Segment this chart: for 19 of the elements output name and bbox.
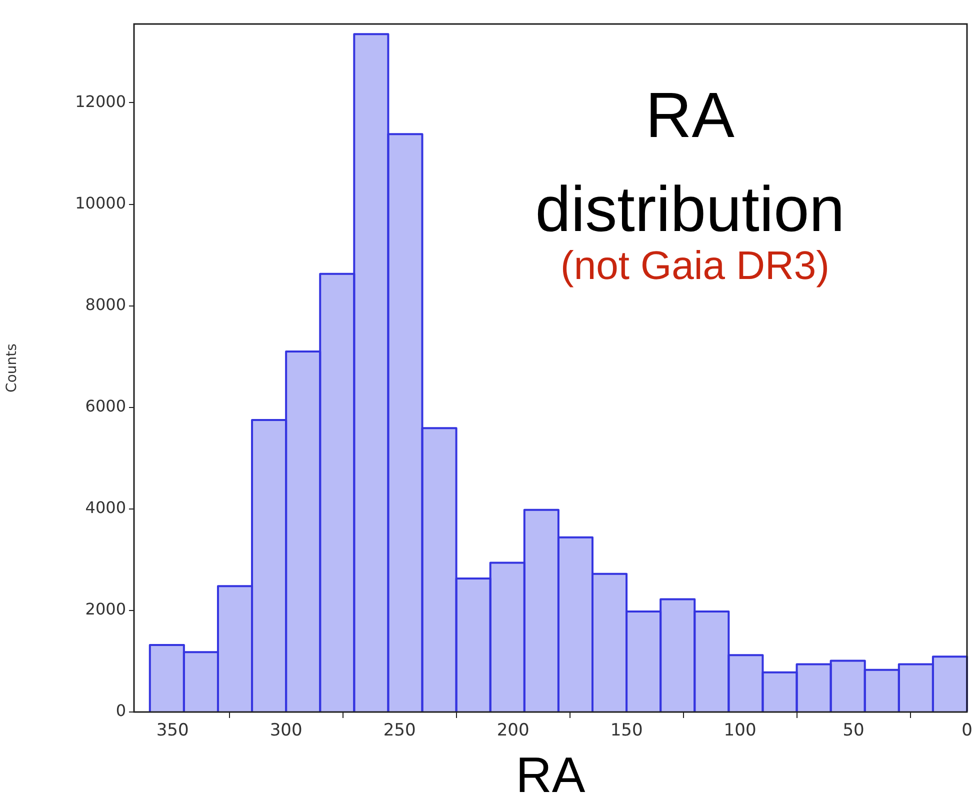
x-tick-label: 100 [724, 720, 756, 741]
x-tick-label: 350 [156, 720, 189, 741]
y-tick-label: 8000 [85, 294, 126, 314]
x-tick-label: 250 [383, 720, 416, 741]
x-tick-label: 200 [496, 720, 530, 741]
y-tick-label: 0 [116, 701, 126, 720]
x-tick-label: 300 [270, 720, 302, 741]
x-tick-label: 50 [842, 720, 864, 741]
y-axis-title: Counts [4, 344, 20, 392]
y-tick-label: 6000 [85, 396, 126, 416]
annotation: (not Gaia DR3) [560, 244, 830, 289]
x-tick-label: 150 [610, 720, 643, 741]
y-tick-label: 10000 [75, 193, 126, 212]
text: RA distribution [534, 78, 846, 247]
y-tick-label: 2000 [85, 600, 126, 619]
x-axis-title: RA [516, 746, 586, 803]
y-tick-label: 12000 [75, 92, 126, 111]
y-tick-label: 4000 [85, 498, 126, 518]
x-tick-label: 0 [962, 720, 972, 741]
